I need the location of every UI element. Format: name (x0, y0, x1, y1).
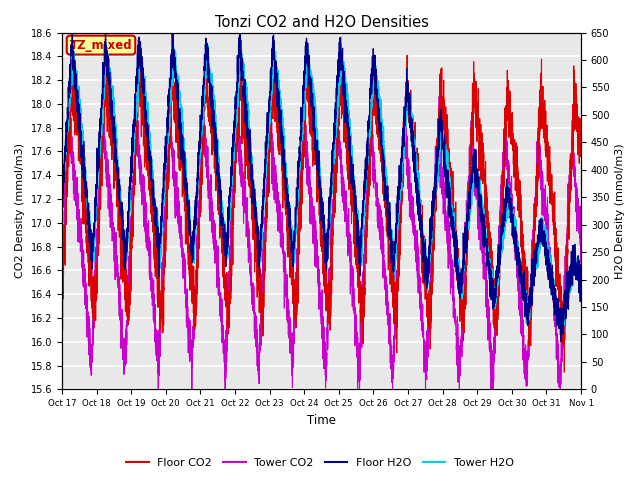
X-axis label: Time: Time (307, 414, 336, 427)
Y-axis label: H2O Density (mmol/m3): H2O Density (mmol/m3) (615, 143, 625, 279)
Title: Tonzi CO2 and H2O Densities: Tonzi CO2 and H2O Densities (214, 15, 428, 30)
Y-axis label: CO2 Density (mmol/m3): CO2 Density (mmol/m3) (15, 144, 25, 278)
Text: TZ_mixed: TZ_mixed (70, 38, 132, 52)
Legend: Floor CO2, Tower CO2, Floor H2O, Tower H2O: Floor CO2, Tower CO2, Floor H2O, Tower H… (122, 453, 518, 472)
